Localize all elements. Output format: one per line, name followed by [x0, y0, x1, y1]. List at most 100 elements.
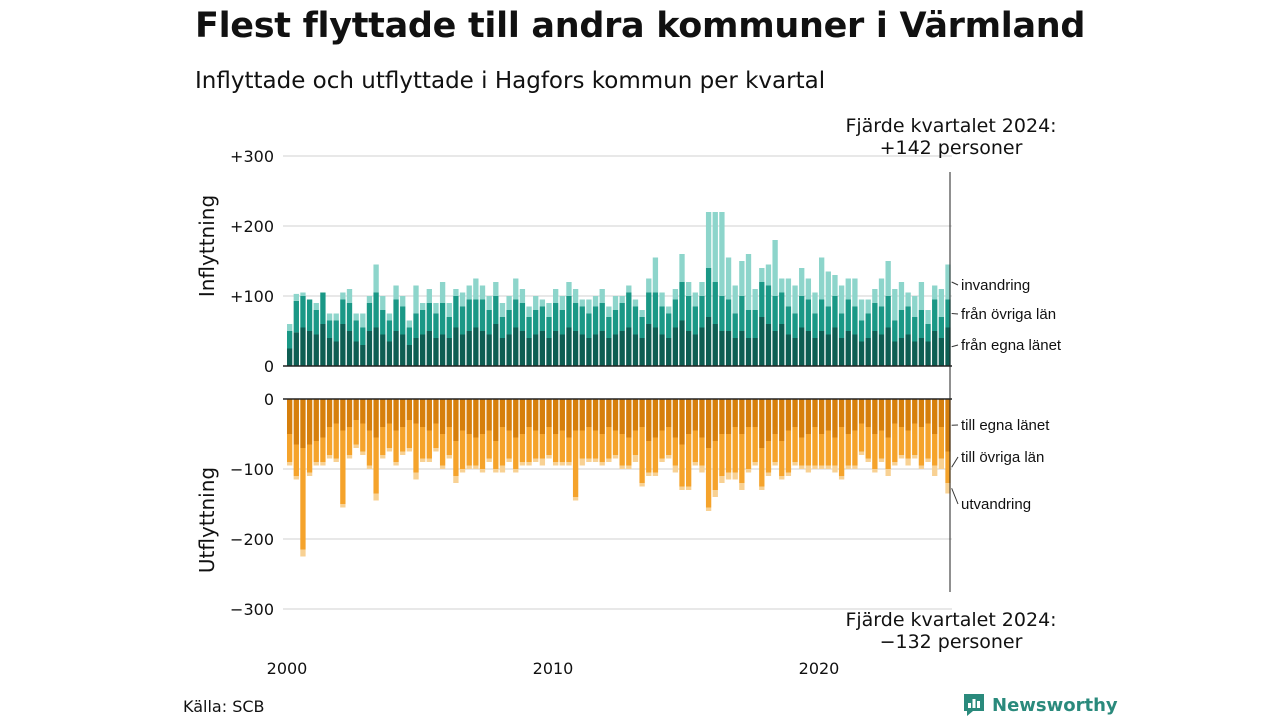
bar-out-emigration	[699, 465, 705, 473]
bar-out-local	[885, 399, 891, 438]
bar-out-local	[439, 399, 446, 434]
bar-out-emigration	[666, 455, 672, 459]
bar-in-local	[739, 331, 745, 366]
bar-out-local	[652, 399, 659, 438]
bar-out-emigration	[852, 465, 858, 469]
bar-out-other	[825, 430, 831, 466]
bar-in-immigration	[546, 303, 552, 317]
segment-label: utvandring	[961, 496, 1031, 513]
bar-out-other	[506, 430, 512, 459]
bar-out-emigration	[652, 472, 659, 476]
bar-in-immigration	[533, 296, 539, 310]
bar-out-emigration	[679, 486, 685, 490]
bar-out-other	[739, 434, 745, 483]
bar-in-local	[479, 331, 486, 366]
bar-in-other	[426, 303, 432, 331]
bar-in-local	[752, 338, 758, 366]
bar-in-immigration	[426, 289, 432, 303]
bar-out-local	[306, 399, 313, 445]
y-tick-label: 0	[264, 357, 274, 376]
bar-in-other	[905, 306, 911, 335]
bar-in-other	[745, 310, 752, 338]
annotation-bottom: Fjärde kvartalet 2024: −132 personer	[845, 609, 1056, 653]
bar-in-immigration	[486, 296, 492, 310]
bar-in-local	[666, 338, 672, 366]
bar-in-local	[300, 327, 306, 366]
bar-in-local	[872, 331, 878, 366]
bar-out-local	[300, 399, 306, 448]
bar-out-local	[925, 399, 931, 424]
bar-out-other	[785, 430, 792, 473]
bar-in-local	[692, 334, 698, 366]
bar-out-local	[526, 399, 532, 427]
bar-out-other	[752, 427, 758, 462]
bar-in-other	[320, 292, 326, 324]
bar-out-emigration	[719, 476, 725, 483]
bar-out-other	[579, 430, 585, 459]
bar-out-emigration	[825, 465, 831, 469]
bar-in-local	[745, 338, 752, 366]
bar-out-other	[366, 430, 373, 466]
bar-out-emigration	[439, 465, 446, 469]
bar-out-local	[400, 399, 406, 427]
bar-in-immigration	[792, 285, 798, 314]
bar-out-other	[838, 427, 845, 476]
bar-in-immigration	[553, 289, 559, 303]
bar-out-emigration	[945, 483, 951, 494]
bar-in-immigration	[287, 324, 293, 331]
bar-out-local	[320, 399, 326, 438]
bar-in-immigration	[559, 296, 565, 310]
bar-out-emigration	[805, 465, 812, 473]
bar-in-other	[386, 320, 393, 342]
bar-in-other	[819, 299, 825, 331]
bar-in-other	[852, 306, 858, 335]
annotation-bottom-line2: −132 personer	[880, 631, 1023, 653]
bar-in-local	[393, 331, 399, 366]
bar-out-other	[539, 434, 546, 459]
bar-out-emigration	[858, 451, 865, 455]
x-tick-label: 2010	[533, 659, 574, 678]
bar-in-other	[646, 292, 652, 324]
bar-in-other	[466, 299, 472, 331]
bar-in-immigration	[772, 240, 778, 296]
bar-out-emigration	[333, 458, 339, 462]
bar-out-other	[320, 437, 326, 462]
bar-in-local	[559, 334, 565, 366]
bar-out-emigration	[619, 465, 625, 469]
bar-in-other	[898, 310, 905, 338]
bar-out-local	[646, 399, 652, 441]
bar-out-emigration	[287, 462, 293, 466]
bar-in-local	[705, 317, 712, 366]
bar-out-local	[945, 399, 951, 452]
bar-out-emigration	[712, 490, 718, 497]
bar-in-other	[539, 306, 546, 331]
bar-in-local	[373, 327, 379, 366]
bar-in-other	[439, 303, 446, 335]
page-title: Flest flyttade till andra kommuner i Vär…	[195, 6, 1086, 46]
bar-out-other	[925, 423, 931, 459]
bar-out-other	[353, 420, 359, 445]
bar-out-other	[898, 427, 905, 455]
bar-in-immigration	[812, 292, 818, 314]
bar-out-local	[459, 399, 466, 431]
bar-in-local	[486, 334, 492, 366]
bar-in-other	[858, 320, 865, 342]
bar-out-other	[360, 423, 366, 452]
bar-out-local	[366, 399, 373, 431]
bar-in-other	[772, 296, 778, 331]
y-tick-label: 0	[264, 390, 274, 409]
bar-in-local	[293, 332, 299, 366]
bar-in-immigration	[366, 296, 373, 303]
bar-in-immigration	[446, 303, 452, 317]
bar-in-local	[459, 334, 466, 366]
bar-out-emigration	[845, 465, 851, 469]
bar-out-local	[699, 399, 705, 438]
bar-out-local	[506, 399, 512, 431]
bar-in-immigration	[679, 254, 685, 282]
bar-out-other	[646, 441, 652, 473]
bar-in-other	[526, 317, 532, 338]
bar-in-local	[353, 341, 359, 366]
bar-out-other	[413, 423, 419, 473]
y-tick-label: −200	[230, 530, 274, 549]
bar-out-other	[459, 430, 466, 469]
